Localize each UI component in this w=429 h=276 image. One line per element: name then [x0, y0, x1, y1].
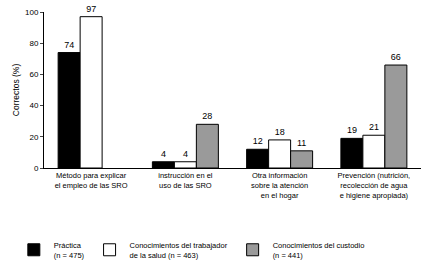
svg-text:4: 4: [183, 149, 188, 159]
svg-text:Conocimientos del custodio(n =: Conocimientos del custodio(n = 441): [273, 241, 365, 260]
svg-text:100: 100: [25, 8, 39, 17]
svg-text:4: 4: [161, 149, 166, 159]
svg-text:11: 11: [297, 138, 306, 148]
svg-text:97: 97: [86, 4, 96, 14]
svg-text:Prevención (nutrición,recolecc: Prevención (nutrición,recolección de agu…: [338, 171, 411, 200]
svg-text:Correctos (%): Correctos (%): [11, 64, 21, 117]
svg-text:21: 21: [369, 122, 379, 132]
svg-text:40: 40: [29, 101, 38, 110]
svg-text:Conocimientos del trabajadorde: Conocimientos del trabajadorde la salud …: [130, 241, 228, 260]
svg-text:Método para explicarel empleo: Método para explicarel empleo de las SRO: [55, 171, 128, 190]
svg-text:12: 12: [253, 136, 263, 146]
svg-text:19: 19: [347, 125, 357, 135]
svg-text:80: 80: [29, 39, 38, 48]
svg-text:Otra informaciónsobre la atenc: Otra informaciónsobre la atenciónen el h…: [251, 171, 308, 200]
svg-text:instrucción en eluso de las SR: instrucción en eluso de las SRO: [158, 171, 213, 190]
svg-text:18: 18: [275, 127, 285, 137]
svg-text:0: 0: [34, 164, 39, 173]
svg-text:74: 74: [64, 40, 74, 50]
svg-text:Práctica(n = 475): Práctica(n = 475): [54, 241, 85, 260]
svg-text:60: 60: [29, 70, 38, 79]
svg-text:66: 66: [391, 52, 401, 62]
svg-text:28: 28: [202, 111, 212, 121]
svg-text:20: 20: [29, 133, 38, 142]
